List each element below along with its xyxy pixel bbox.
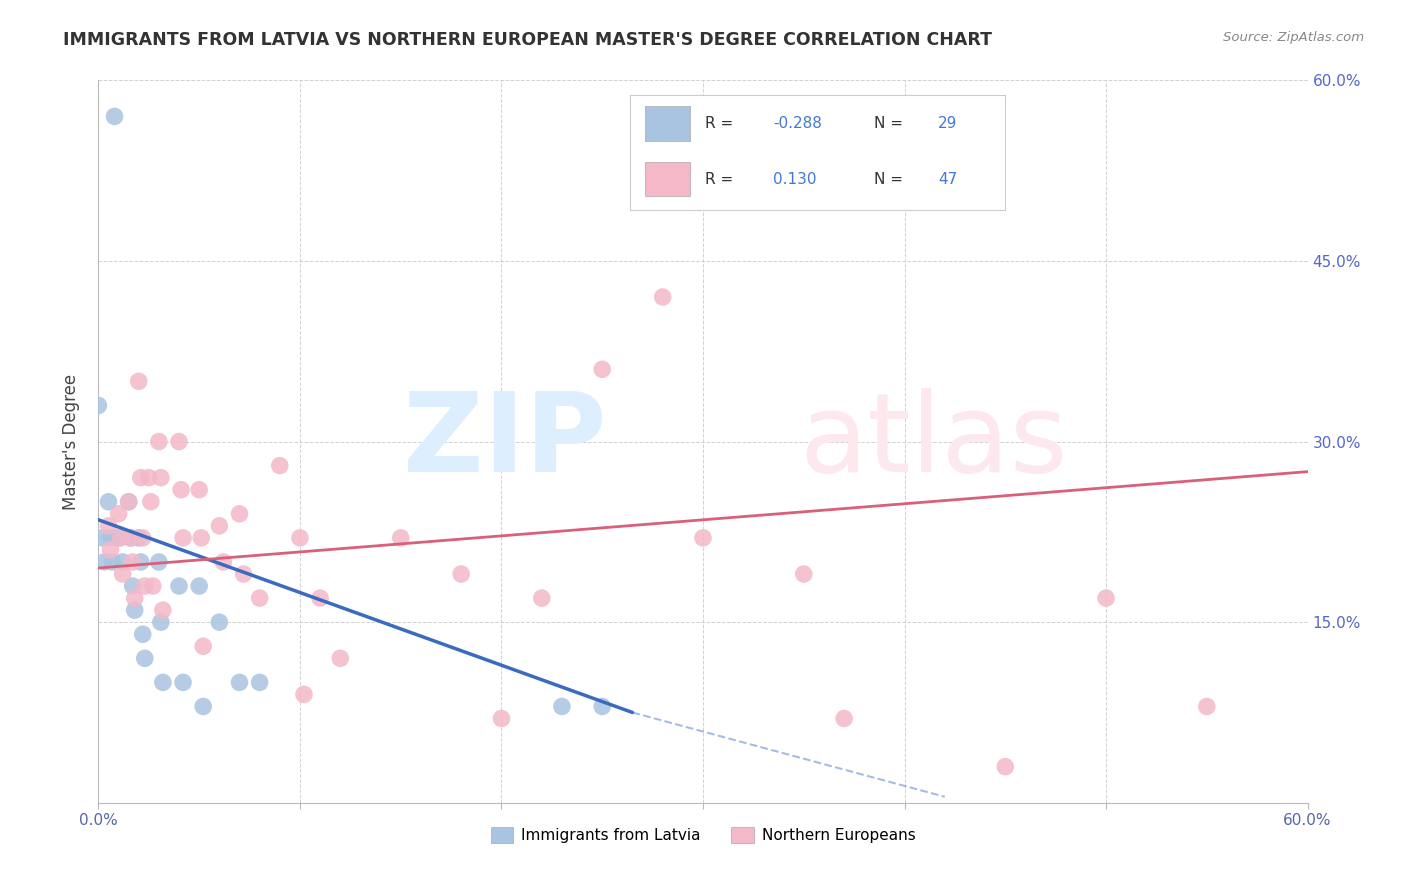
Point bbox=[188, 579, 211, 593]
Point bbox=[128, 531, 150, 545]
Point bbox=[190, 531, 212, 545]
Point bbox=[329, 651, 352, 665]
Point bbox=[832, 712, 855, 726]
Point bbox=[93, 555, 115, 569]
Point bbox=[103, 109, 125, 123]
Point bbox=[148, 434, 170, 449]
Point bbox=[152, 675, 174, 690]
Text: IMMIGRANTS FROM LATVIA VS NORTHERN EUROPEAN MASTER'S DEGREE CORRELATION CHART: IMMIGRANTS FROM LATVIA VS NORTHERN EUROP… bbox=[63, 31, 993, 49]
Point bbox=[91, 531, 114, 545]
Point bbox=[692, 531, 714, 545]
Point bbox=[110, 531, 132, 545]
Point bbox=[138, 470, 160, 484]
Point bbox=[450, 567, 472, 582]
Point bbox=[1195, 699, 1218, 714]
Point bbox=[530, 591, 553, 605]
Point bbox=[232, 567, 254, 582]
Point bbox=[134, 651, 156, 665]
Point bbox=[208, 518, 231, 533]
Point bbox=[118, 494, 141, 508]
Point bbox=[97, 494, 120, 508]
Point bbox=[149, 470, 172, 484]
Point bbox=[118, 494, 141, 508]
Point bbox=[120, 531, 142, 545]
Point bbox=[172, 531, 194, 545]
Point bbox=[793, 567, 815, 582]
Point bbox=[107, 531, 129, 545]
Point bbox=[269, 458, 291, 473]
Point bbox=[591, 362, 613, 376]
Point bbox=[228, 675, 250, 690]
Point bbox=[167, 579, 190, 593]
Point bbox=[193, 639, 215, 653]
Point bbox=[167, 434, 190, 449]
Point bbox=[107, 507, 129, 521]
Point bbox=[309, 591, 332, 605]
Point bbox=[148, 555, 170, 569]
Point bbox=[152, 603, 174, 617]
Point bbox=[129, 555, 152, 569]
Point bbox=[97, 518, 120, 533]
Y-axis label: Master's Degree: Master's Degree bbox=[62, 374, 80, 509]
Point bbox=[128, 374, 150, 388]
Point bbox=[124, 603, 146, 617]
Point bbox=[132, 531, 155, 545]
Point bbox=[228, 507, 250, 521]
Point bbox=[491, 712, 513, 726]
Point bbox=[389, 531, 412, 545]
Point bbox=[1095, 591, 1118, 605]
Point bbox=[87, 398, 110, 412]
Point bbox=[121, 555, 143, 569]
Point bbox=[551, 699, 574, 714]
Point bbox=[100, 542, 122, 557]
Point bbox=[172, 675, 194, 690]
Point bbox=[129, 470, 152, 484]
Point bbox=[124, 591, 146, 605]
Point bbox=[149, 615, 172, 630]
Point bbox=[120, 531, 142, 545]
Text: atlas: atlas bbox=[800, 388, 1069, 495]
Point bbox=[170, 483, 193, 497]
Point bbox=[134, 579, 156, 593]
Point bbox=[142, 579, 165, 593]
Point bbox=[249, 591, 271, 605]
Point bbox=[591, 699, 613, 714]
Point bbox=[139, 494, 162, 508]
Point bbox=[288, 531, 311, 545]
Point bbox=[208, 615, 231, 630]
Point bbox=[111, 555, 134, 569]
Point bbox=[100, 531, 122, 545]
Point bbox=[249, 675, 271, 690]
Point bbox=[121, 579, 143, 593]
Point bbox=[132, 627, 155, 641]
Point bbox=[651, 290, 673, 304]
Text: Source: ZipAtlas.com: Source: ZipAtlas.com bbox=[1223, 31, 1364, 45]
Point bbox=[101, 555, 124, 569]
Point bbox=[193, 699, 215, 714]
Point bbox=[111, 567, 134, 582]
Text: ZIP: ZIP bbox=[404, 388, 606, 495]
Point bbox=[292, 687, 315, 701]
Point bbox=[994, 760, 1017, 774]
Point bbox=[188, 483, 211, 497]
Point bbox=[212, 555, 235, 569]
Legend: Immigrants from Latvia, Northern Europeans: Immigrants from Latvia, Northern Europea… bbox=[485, 822, 921, 849]
